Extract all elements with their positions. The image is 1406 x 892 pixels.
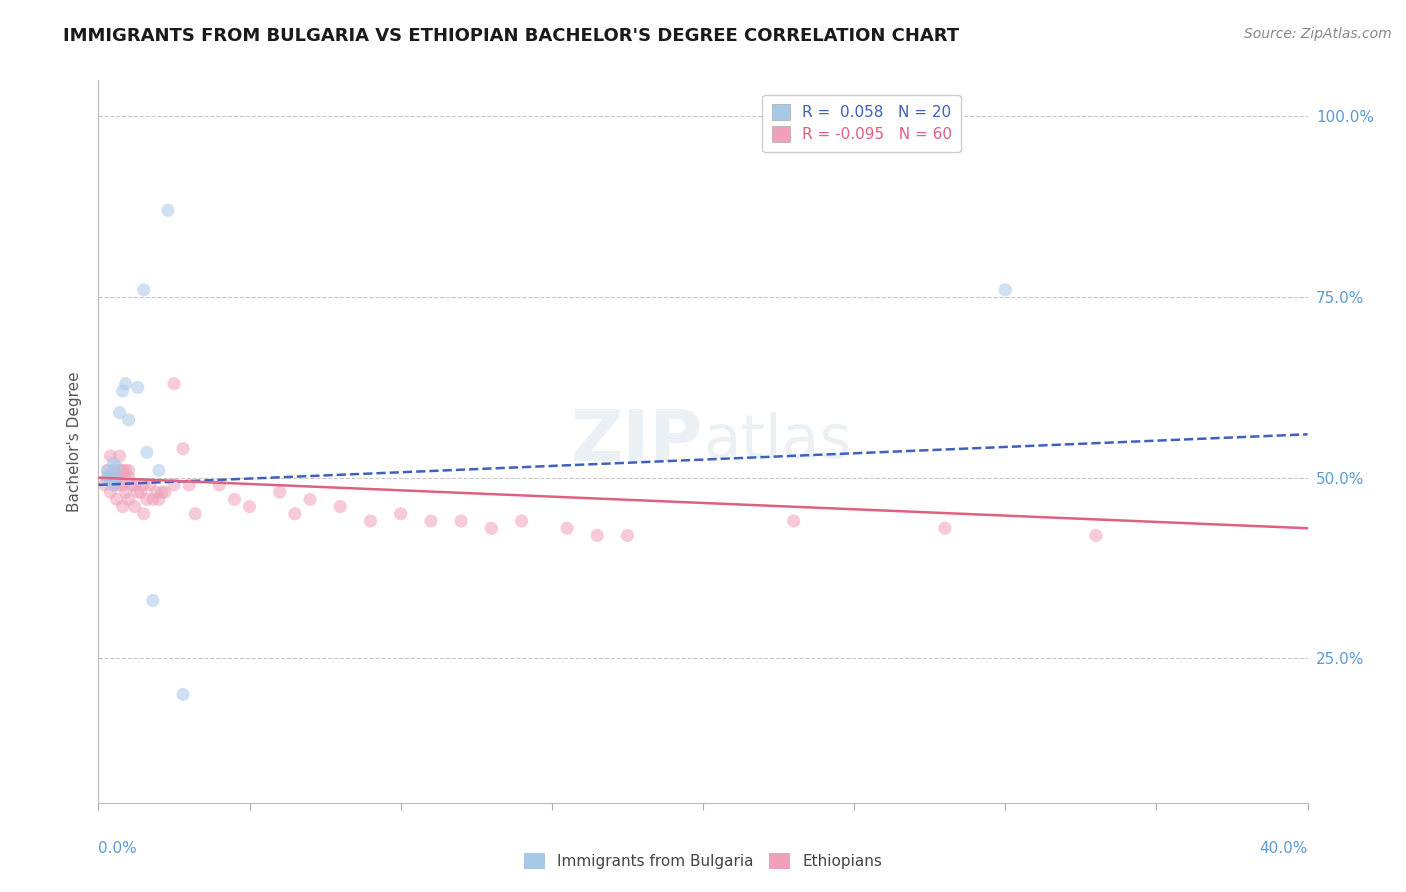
Point: [124, 478, 146, 492]
Point: [111, 478, 134, 492]
Point: [96, 463, 118, 477]
Point: [208, 478, 231, 492]
Point: [132, 478, 155, 492]
Point: [129, 485, 152, 500]
Point: [481, 521, 503, 535]
Point: [156, 203, 179, 218]
Point: [132, 283, 155, 297]
Point: [586, 528, 609, 542]
Point: [111, 500, 134, 514]
Text: ZIP: ZIP: [571, 407, 703, 476]
Text: Source: ZipAtlas.com: Source: ZipAtlas.com: [1244, 27, 1392, 41]
Point: [114, 485, 136, 500]
Point: [118, 413, 141, 427]
Point: [148, 492, 170, 507]
Point: [299, 492, 322, 507]
Point: [934, 521, 956, 535]
Point: [103, 463, 125, 477]
Point: [142, 593, 165, 607]
Point: [224, 492, 246, 507]
Point: [145, 485, 167, 500]
Point: [118, 463, 141, 477]
Point: [269, 485, 291, 500]
Point: [616, 528, 638, 542]
Point: [111, 384, 134, 398]
Point: [127, 485, 149, 500]
Point: [172, 442, 194, 456]
Point: [150, 485, 173, 500]
Point: [114, 376, 136, 391]
Point: [100, 467, 122, 481]
Point: [100, 475, 122, 489]
Point: [239, 500, 262, 514]
Legend: R =  0.058   N = 20, R = -0.095   N = 60: R = 0.058 N = 20, R = -0.095 N = 60: [762, 95, 962, 152]
Point: [103, 478, 125, 492]
Point: [105, 471, 128, 485]
Point: [450, 514, 472, 528]
Point: [510, 514, 533, 528]
Text: 40.0%: 40.0%: [1260, 841, 1308, 856]
Point: [93, 478, 115, 492]
Text: 0.0%: 0.0%: [98, 841, 138, 856]
Point: [360, 514, 382, 528]
Point: [1085, 528, 1108, 542]
Point: [111, 463, 134, 477]
Point: [132, 507, 155, 521]
Point: [142, 492, 165, 507]
Point: [121, 478, 143, 492]
Point: [108, 406, 131, 420]
Text: IMMIGRANTS FROM BULGARIA VS ETHIOPIAN BACHELOR'S DEGREE CORRELATION CHART: IMMIGRANTS FROM BULGARIA VS ETHIOPIAN BA…: [63, 27, 959, 45]
Point: [108, 463, 131, 477]
Point: [108, 449, 131, 463]
Point: [329, 500, 352, 514]
Point: [118, 492, 141, 507]
Point: [96, 471, 118, 485]
Point: [103, 456, 125, 470]
Y-axis label: Bachelor's Degree: Bachelor's Degree: [67, 371, 83, 512]
Point: [127, 380, 149, 394]
Point: [163, 478, 186, 492]
Point: [124, 500, 146, 514]
Point: [135, 445, 157, 459]
Text: atlas: atlas: [703, 412, 852, 471]
Point: [96, 471, 118, 485]
Point: [172, 687, 194, 701]
Point: [153, 485, 176, 500]
Point: [96, 463, 118, 477]
Point: [994, 283, 1017, 297]
Legend: Immigrants from Bulgaria, Ethiopians: Immigrants from Bulgaria, Ethiopians: [517, 847, 889, 875]
Point: [284, 507, 307, 521]
Point: [783, 514, 806, 528]
Point: [179, 478, 201, 492]
Point: [108, 478, 131, 492]
Point: [103, 478, 125, 492]
Point: [555, 521, 578, 535]
Point: [105, 492, 128, 507]
Point: [163, 376, 186, 391]
Point: [105, 471, 128, 485]
Point: [103, 471, 125, 485]
Point: [389, 507, 412, 521]
Point: [420, 514, 443, 528]
Point: [148, 463, 170, 477]
Point: [135, 492, 157, 507]
Point: [100, 485, 122, 500]
Point: [114, 463, 136, 477]
Point: [184, 507, 207, 521]
Point: [105, 459, 128, 474]
Point: [118, 471, 141, 485]
Point: [100, 449, 122, 463]
Point: [139, 478, 162, 492]
